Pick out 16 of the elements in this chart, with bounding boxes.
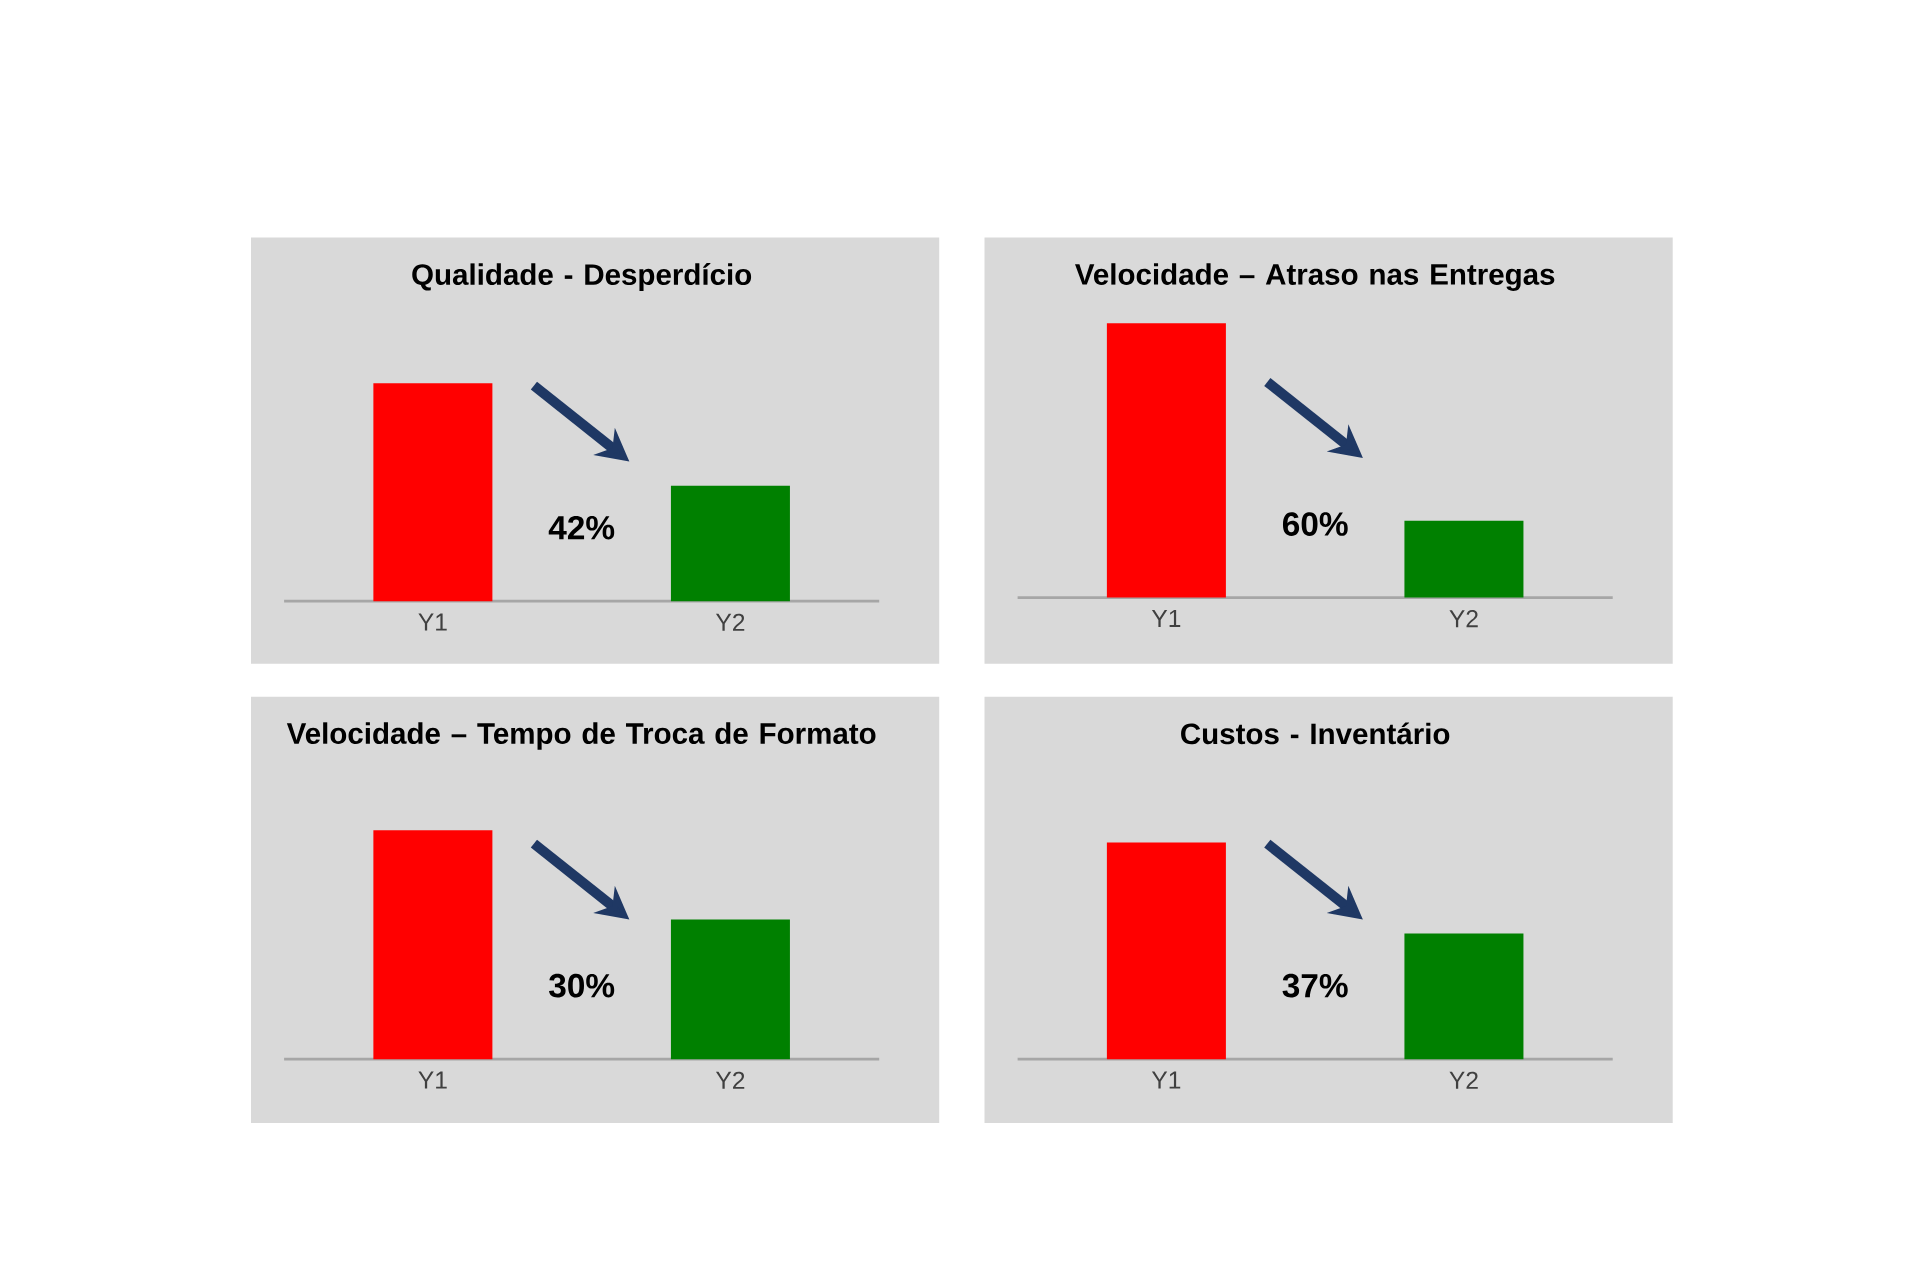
chart-title: Velocidade – Tempo de Troca de Formato xyxy=(286,722,876,750)
chart-title: Velocidade – Atraso nas Entregas xyxy=(1075,263,1555,291)
x-tick-label: Y2 xyxy=(1449,1071,1478,1089)
chart-title: Qualidade - Desperdício xyxy=(412,263,752,291)
x-tick-label: Y1 xyxy=(1151,610,1181,627)
x-tick-label: Y1 xyxy=(418,613,447,631)
annotation: 30% xyxy=(549,973,615,998)
chart-title: Custos - Inventário xyxy=(1181,722,1450,745)
x-tick-label: Y2 xyxy=(715,613,745,631)
x-tick-label: Y1 xyxy=(1151,1071,1181,1089)
x-tick-label: Y2 xyxy=(715,1071,745,1089)
x-tick-label: Y1 xyxy=(418,1071,447,1089)
annotation: 37% xyxy=(1282,973,1348,998)
annotation: 42% xyxy=(548,515,615,540)
annotation: 60% xyxy=(1282,512,1348,536)
x-tick-label: Y2 xyxy=(1449,610,1478,628)
